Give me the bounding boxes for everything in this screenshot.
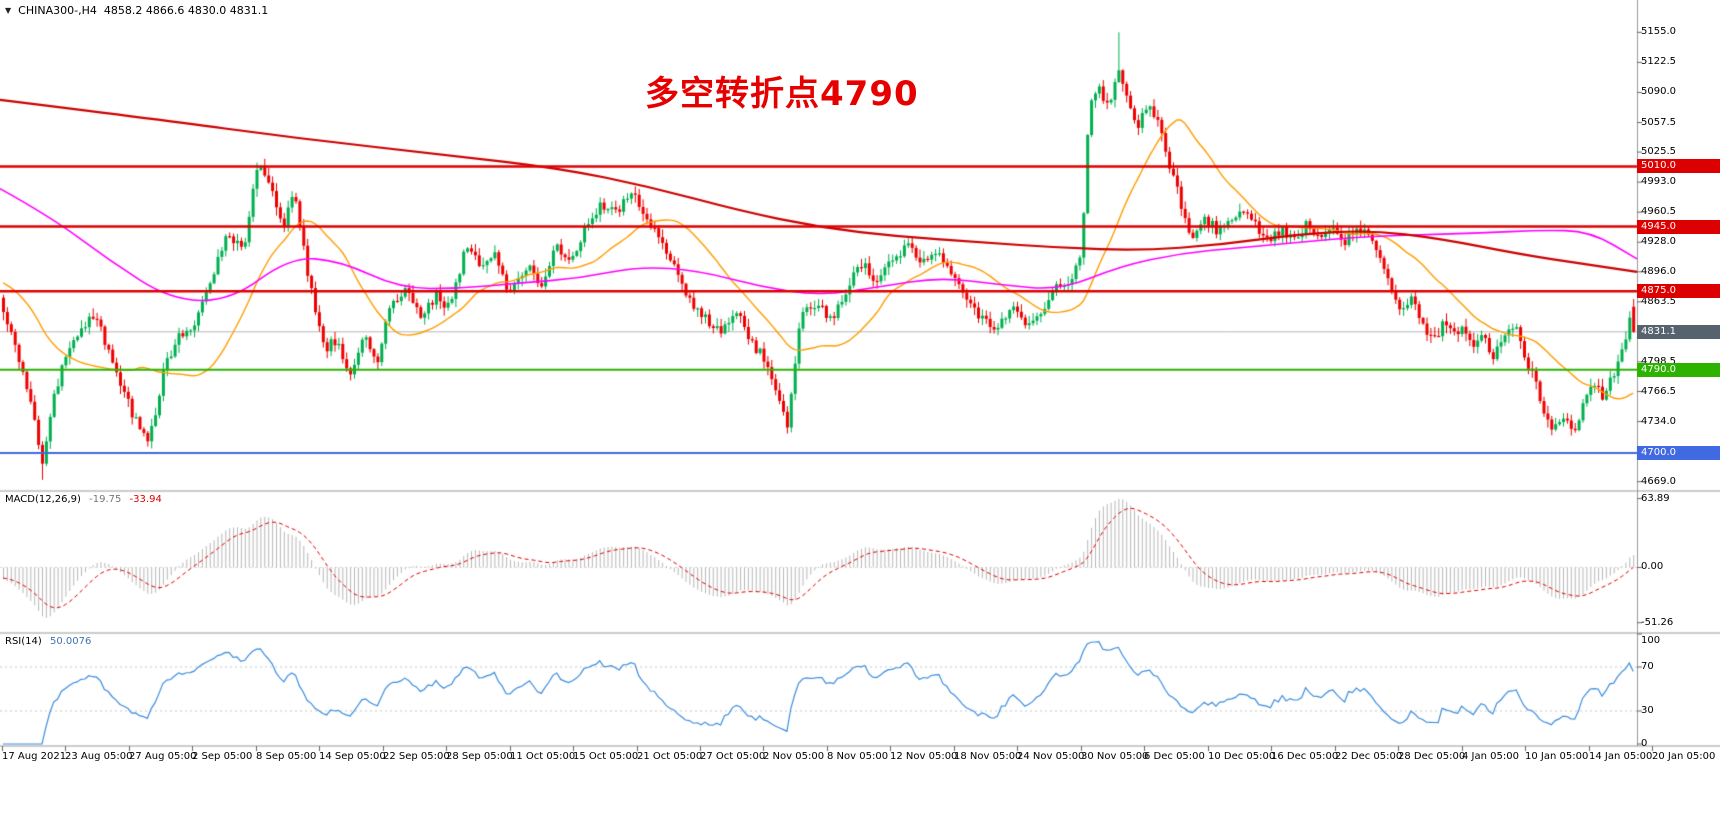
macd-signal-value: -33.94 bbox=[129, 494, 162, 505]
time-axis-label: 21 Oct 05:00 bbox=[637, 751, 703, 762]
time-axis-label: 2 Nov 05:00 bbox=[763, 751, 825, 762]
price-axis-label: 5155.0 bbox=[1641, 26, 1676, 38]
time-axis-label: 28 Sep 05:00 bbox=[446, 751, 513, 762]
time-axis-label: 14 Sep 05:00 bbox=[319, 751, 386, 762]
macd-name: MACD(12,26,9) bbox=[5, 494, 81, 505]
time-axis-label: 6 Dec 05:00 bbox=[1144, 751, 1205, 762]
time-axis-label: 22 Dec 05:00 bbox=[1335, 751, 1403, 762]
time-axis-label: 10 Jan 05:00 bbox=[1525, 751, 1589, 762]
time-axis-label: 8 Sep 05:00 bbox=[256, 751, 317, 762]
collapse-chart-icon[interactable]: ▼ bbox=[5, 6, 12, 15]
time-axis-label: 11 Oct 05:00 bbox=[510, 751, 576, 762]
price-scale-axis[interactable]: 5155.0 5122.5 5090.0 5057.5 5025.5 4993.0 4960… bbox=[1637, 0, 1720, 749]
price-axis-label: 5025.5 bbox=[1641, 146, 1676, 158]
price-axis-label: 4928.0 bbox=[1641, 236, 1676, 248]
time-axis-label: 17 Aug 2021 bbox=[2, 751, 67, 762]
time-axis-label: 28 Dec 05:00 bbox=[1398, 751, 1466, 762]
macd-main-value: -19.75 bbox=[89, 494, 122, 505]
rsi-axis-label: 70 bbox=[1641, 661, 1654, 672]
time-axis-label: 12 Nov 05:00 bbox=[890, 751, 958, 762]
time-axis-label: 15 Oct 05:00 bbox=[573, 751, 639, 762]
annotation-text-object[interactable]: 多空转折点4790 bbox=[645, 74, 919, 114]
price-level-tag[interactable]: 4945.0 bbox=[1637, 219, 1720, 234]
price-axis-label: 4993.0 bbox=[1641, 176, 1676, 188]
price-axis-label: 5057.5 bbox=[1641, 116, 1676, 128]
price-axis-label: 4960.5 bbox=[1641, 206, 1676, 218]
rsi-name: RSI(14) bbox=[5, 636, 42, 647]
rsi-axis-label: 30 bbox=[1641, 705, 1654, 716]
time-axis-label: 23 Aug 05:00 bbox=[65, 751, 133, 762]
time-axis-label: 27 Aug 05:00 bbox=[129, 751, 197, 762]
price-level-tag[interactable]: 4875.0 bbox=[1637, 284, 1720, 299]
time-axis-label: 18 Nov 05:00 bbox=[954, 751, 1022, 762]
time-axis-label: 16 Dec 05:00 bbox=[1271, 751, 1339, 762]
time-axis-label: 24 Nov 05:00 bbox=[1017, 751, 1085, 762]
time-scale-axis[interactable]: 17 Aug 2021 23 Aug 05:00 27 Aug 05:00 2 Sep… bbox=[0, 746, 1720, 770]
time-axis-label: 14 Jan 05:00 bbox=[1589, 751, 1653, 762]
price-axis-label: 4766.5 bbox=[1641, 385, 1676, 397]
price-axis-label: 4798.5 bbox=[1641, 355, 1676, 367]
price-level-tag[interactable]: 5010.0 bbox=[1637, 159, 1720, 174]
price-axis-label: 4896.0 bbox=[1641, 265, 1676, 277]
chart-header: ▼ CHINA300-,H4 4858.2 4866.6 4830.0 4831… bbox=[5, 4, 268, 17]
time-axis-label: 27 Oct 05:00 bbox=[700, 751, 766, 762]
price-level-tag[interactable]: 4700.0 bbox=[1637, 446, 1720, 461]
rsi-value: 50.0076 bbox=[49, 636, 92, 647]
macd-axis-label: -51.26 bbox=[1641, 616, 1674, 628]
price-axis-label: 4863.5 bbox=[1641, 295, 1676, 307]
macd-indicator-label: MACD(12,26,9) -19.75 -33.94 bbox=[5, 494, 167, 505]
time-axis-label: 8 Nov 05:00 bbox=[827, 751, 889, 762]
macd-axis-label: 63.89 bbox=[1641, 493, 1670, 504]
time-axis-label: 2 Sep 05:00 bbox=[192, 751, 253, 762]
time-axis-label: 4 Jan 05:00 bbox=[1462, 751, 1519, 762]
price-axis-label: 5090.0 bbox=[1641, 86, 1676, 98]
symbol-period-title: CHINA300-,H4 bbox=[18, 4, 97, 17]
time-axis-label: 30 Nov 05:00 bbox=[1081, 751, 1149, 762]
rsi-axis-label: 0 bbox=[1641, 738, 1648, 749]
time-axis-label: 20 Jan 05:00 bbox=[1652, 751, 1716, 762]
rsi-axis-label: 100 bbox=[1641, 635, 1661, 646]
time-axis-label: 10 Dec 05:00 bbox=[1208, 751, 1276, 762]
time-axis-label: 22 Sep 05:00 bbox=[383, 751, 450, 762]
rsi-indicator-label: RSI(14) 50.0076 bbox=[5, 636, 96, 647]
current-price-tag: 4831.1 bbox=[1637, 324, 1720, 339]
price-axis-label: 5122.5 bbox=[1641, 56, 1676, 68]
macd-axis-label: 0.00 bbox=[1641, 561, 1664, 573]
price-level-tag[interactable]: 4790.0 bbox=[1637, 362, 1720, 377]
price-axis-label: 4734.0 bbox=[1641, 415, 1676, 427]
ohlc-readout: 4858.2 4866.6 4830.0 4831.1 bbox=[103, 4, 269, 17]
price-axis-label: 4669.0 bbox=[1641, 475, 1676, 487]
